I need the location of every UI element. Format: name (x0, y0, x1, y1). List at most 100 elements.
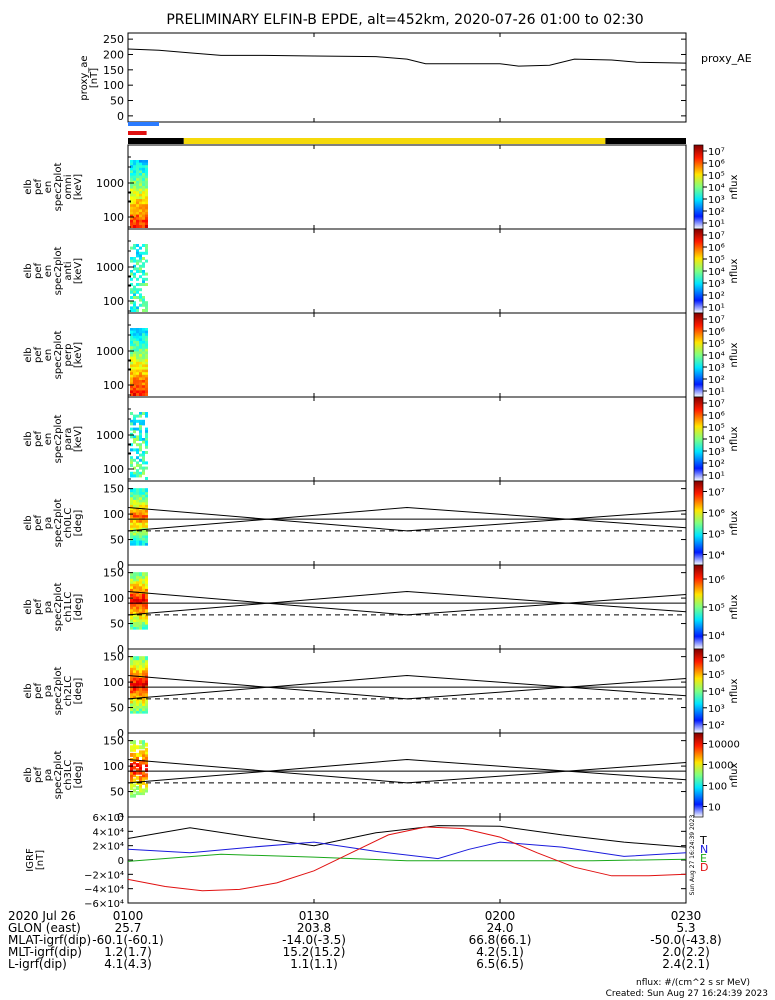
spec-perp-pixel (133, 393, 136, 396)
pa-ch1LC-pixel (136, 595, 139, 600)
spec-para-pixel (142, 438, 145, 441)
pa-ch0LC-pixel (133, 534, 136, 538)
pa-ch3LC-pixel (139, 752, 142, 757)
spec-anti-pixel (133, 306, 136, 310)
pa-ch2LC-pixel (130, 661, 133, 666)
spec-omni-pixel (133, 217, 136, 221)
spec-para-pixel (139, 443, 142, 447)
spec-perp-pixel (139, 382, 142, 386)
spec-anti-colorbar (693, 228, 704, 314)
pa-ch1LC-pixel (130, 597, 133, 602)
pa-ch3LC-pixel (142, 745, 145, 750)
proxy-ae-line (127, 48, 687, 67)
pa-ch2LC-pixel (142, 709, 145, 714)
pa-ch3LC-pixel (142, 770, 145, 775)
spec-omni-pixel (139, 173, 142, 176)
pa-ch1LC-pixel (133, 574, 136, 579)
spec-perp-pixel (145, 385, 148, 389)
pa-ch0LC-pixel (136, 539, 139, 544)
spec-omni-pixel (136, 217, 139, 221)
pa-ch0LC-pixel (142, 531, 145, 536)
pa-ch1LC-yticklabel: 0 (117, 643, 124, 656)
spec-para-pixel (139, 466, 142, 470)
orbit-value: 15.2(15.2) (283, 945, 346, 959)
spec-perp-pixel (133, 351, 136, 355)
proxy-ae-yticklabel: 200 (103, 48, 124, 61)
spec-para-pixel (130, 443, 133, 447)
spec-anti-pixel (130, 283, 133, 286)
pa-ch3LC-pixel (130, 773, 133, 778)
pa-ch0LC-pixel (130, 500, 133, 505)
pa-ch1LC-pixel (145, 605, 148, 610)
pa-ch2LC-pixel (139, 694, 142, 699)
spec-perp-colorbar-ticklabel: 10⁷ (708, 315, 725, 326)
pa-ch0LC-colorbar-label: nflux (729, 510, 740, 535)
pa-ch3LC-yticklabel: 0 (117, 811, 124, 824)
pa-ch3LC-pixel (133, 793, 136, 798)
spec-omni-pixel (145, 180, 148, 184)
spec-para-pixel (145, 414, 148, 418)
pa-ch3LC-pixel (139, 750, 142, 755)
proxy-ae-panel (127, 32, 687, 123)
pa-ch2LC-pixel (136, 668, 139, 673)
spec-para-pixel (139, 425, 142, 428)
spec-anti-pixel (145, 272, 148, 276)
spec-perp-colorbar-ticklabel: 10¹ (708, 387, 725, 398)
pa-ch1LC-pixel (142, 587, 145, 592)
pa-ch0LC-pixel (136, 526, 139, 531)
spec-para-pixel (136, 451, 139, 454)
pa-ch1LC-pixel (139, 574, 142, 579)
pa-ch0LC-pixel (130, 518, 133, 523)
pa-ch0LC-pixel (145, 541, 148, 546)
spec-omni-pixel (133, 199, 136, 202)
spec-omni-pixel (139, 196, 142, 200)
pa-ch3LC-pixel (145, 742, 148, 747)
pa-ch0LC-ylabel: elb pef pa spec2plot ch0LC [deg] (23, 499, 84, 548)
pa-ch0LC-pixel (133, 498, 136, 503)
spec-perp-pixel (142, 333, 145, 337)
spec-perp-pixel (142, 335, 145, 339)
spec-omni-pixel (142, 201, 145, 205)
pa-ch1LC-pixel (136, 620, 139, 625)
pa-ch1LC-pixel (130, 579, 133, 584)
spec-omni-ylabel-line: en (43, 181, 54, 194)
pa-ch1LC-colorbar (693, 564, 704, 650)
spec-omni-pixel (142, 162, 145, 166)
pa-ch3LC-pixel (145, 750, 148, 755)
spec-anti-pixel (145, 301, 148, 305)
pa-ch2LC-pixel (133, 661, 136, 666)
spec-perp-pixel (142, 367, 145, 370)
pa-ch0LC-pixel (130, 526, 133, 531)
pa-ch0LC-pixel (133, 531, 136, 536)
spec-perp-pixel (139, 364, 142, 368)
pa-ch3LC-pixel (142, 742, 145, 747)
spec-omni-pixel (142, 188, 145, 192)
igrf-legend-T: T (699, 834, 707, 847)
pa-ch1LC-pixel (136, 579, 139, 584)
pa-ch0LC-pixel (130, 498, 133, 503)
pa-ch0LC-pixel (139, 506, 142, 510)
spec-omni-pixel (142, 183, 145, 187)
spec-para-pixel (133, 427, 136, 431)
pa-ch3LC-ylabel-line: ch3LC (63, 760, 74, 791)
spec-anti-ylabel-line: [keV] (73, 258, 84, 284)
spec-anti-pixel (136, 277, 139, 281)
spec-perp-pixel (139, 338, 142, 342)
spec-omni-pixel (130, 191, 133, 195)
pa-ch0LC-pixel (142, 493, 145, 498)
pa-ch1LC-pixel (139, 620, 142, 625)
spec-para-pixel (136, 461, 139, 465)
spec-omni-pixel (142, 175, 145, 179)
spec-perp-pixel (145, 356, 148, 360)
igrf-series-E (127, 853, 687, 862)
orbit-row-label: MLAT-igrf(dip) (8, 933, 91, 947)
spec-para-pixel (133, 438, 136, 441)
spec-anti-pixel (133, 293, 136, 297)
igrf-series-D (127, 826, 687, 892)
pa-ch1LC-pixel (130, 600, 133, 605)
spec-perp-pixel (136, 372, 139, 376)
spec-para-pixel (136, 414, 139, 418)
spec-para-colorbar-ticklabel: 10⁴ (708, 435, 725, 446)
pa-ch0LC-pixel (136, 488, 139, 493)
spec-omni-colorbar-ticklabel: 10² (708, 207, 725, 218)
